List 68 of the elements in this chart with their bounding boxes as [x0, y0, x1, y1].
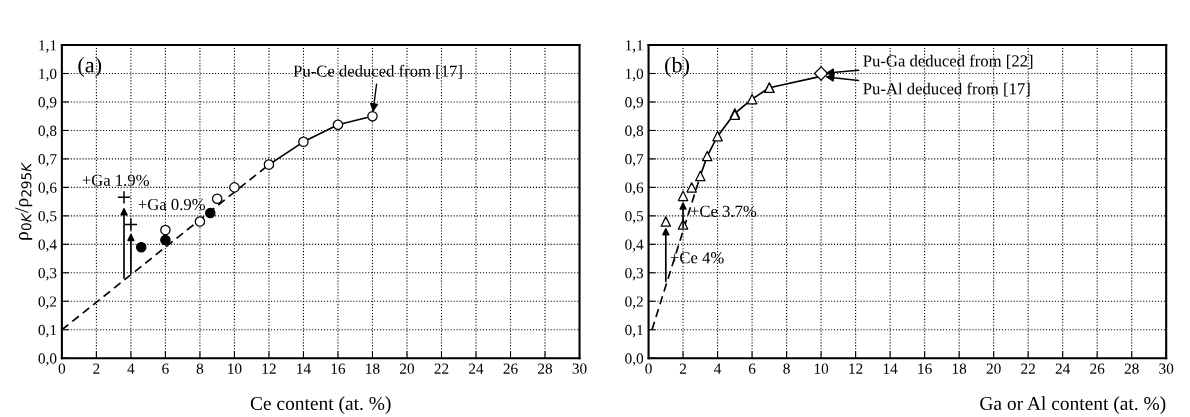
y-tick-label: 0,3 — [625, 267, 644, 281]
x-tick-label: 26 — [503, 363, 518, 374]
annotation: +Ce 3.7% — [690, 205, 757, 217]
x-tick-label: 10 — [814, 363, 829, 374]
y-tick-label: 0,2 — [38, 296, 57, 309]
x-tick-label: 2 — [93, 363, 100, 374]
y-tick-label: 1,1 — [39, 40, 57, 53]
x-tick-label: 6 — [748, 363, 756, 374]
y-tick-label: 0,0 — [625, 353, 644, 366]
y-tick-label: 0,6 — [625, 182, 644, 196]
x-tick-label: 6 — [162, 363, 169, 374]
annotation: Pu-Ce deduced from [17] — [293, 64, 462, 79]
y-tick-label: 0,9 — [38, 97, 57, 110]
annotation: +Ce 4% — [670, 252, 724, 264]
x-tick-label: 14 — [883, 363, 898, 374]
x-tick-label: 30 — [572, 363, 587, 374]
x-tick-label: 30 — [1159, 363, 1174, 374]
y-tick-label: 0,7 — [38, 154, 57, 167]
x-tick-label: 28 — [538, 363, 553, 374]
y-tick-label: 0,4 — [38, 239, 57, 252]
x-tick-label: 8 — [196, 363, 204, 374]
x-tick-label: 2 — [679, 363, 687, 374]
y-tick-label: 0,9 — [625, 97, 644, 110]
x-tick-label: 16 — [918, 363, 932, 374]
x-tick-label: 24 — [1055, 363, 1071, 374]
x-tick-label: 22 — [434, 363, 449, 374]
annotation: (a) — [78, 56, 102, 78]
x-tick-label: 18 — [366, 363, 380, 374]
y-tick-label: 0,6 — [38, 182, 57, 196]
x-tick-label: 24 — [469, 363, 484, 374]
y-tick-label: 0,5 — [38, 211, 57, 224]
y-tick-label: 0,8 — [38, 125, 57, 139]
annotation: +Ga 1.9% — [82, 174, 149, 186]
x-tick-label: 26 — [1090, 363, 1105, 374]
x-tick-label: 12 — [849, 363, 863, 374]
annotation: Pu-Ga deduced from [22] — [863, 54, 1033, 69]
x-axis-title: Ga or Al content (at. %) — [980, 396, 1166, 414]
y-tick-label: 0,1 — [38, 324, 57, 338]
x-tick-label: 20 — [400, 363, 415, 374]
y-tick-label: 0,5 — [625, 211, 644, 224]
y-tick-label: 1,0 — [625, 68, 644, 82]
y-tick-label: 1,1 — [625, 40, 643, 53]
y-tick-label: 0,0 — [38, 353, 57, 366]
y-tick-label: 0,7 — [625, 154, 644, 167]
x-tick-label: 4 — [714, 363, 722, 374]
x-axis-title: Ce content (at. %) — [250, 396, 391, 414]
x-tick-label: 8 — [783, 363, 790, 374]
x-tick-label: 0 — [58, 363, 66, 374]
x-tick-label: 20 — [986, 363, 1001, 374]
y-tick-label: 0,3 — [38, 267, 57, 281]
x-tick-label: 4 — [127, 363, 135, 374]
x-tick-label: 22 — [1021, 363, 1035, 374]
x-tick-label: 16 — [331, 363, 346, 374]
x-tick-label: 10 — [228, 363, 242, 374]
y-tick-label: 0,2 — [625, 296, 643, 309]
y-axis-title: ρ$_{0K}$/ρ$_{295K}$ — [15, 162, 33, 240]
y-tick-label: 1,0 — [39, 68, 57, 82]
y-tick-label: 0,8 — [625, 125, 644, 139]
x-tick-label: 28 — [1124, 363, 1139, 374]
x-tick-label: 18 — [952, 363, 967, 374]
annotation: Pu-Al deduced from [17] — [863, 82, 1030, 97]
annotation: +Ga 0.9% — [138, 198, 205, 211]
x-tick-label: 14 — [297, 363, 311, 374]
x-tick-label: 12 — [262, 363, 276, 374]
x-tick-label: 0 — [645, 363, 652, 374]
y-tick-label: 0,1 — [625, 324, 643, 338]
annotation: (b) — [665, 56, 690, 78]
y-tick-label: 0,4 — [625, 239, 644, 252]
